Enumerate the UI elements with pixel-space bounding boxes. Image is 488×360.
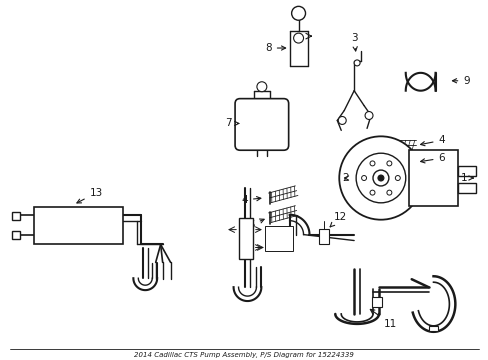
Text: 7: 7 — [225, 118, 238, 129]
Circle shape — [365, 112, 372, 120]
Bar — [239, 218, 252, 260]
Circle shape — [372, 170, 388, 186]
Bar — [264, 226, 292, 251]
Circle shape — [339, 136, 422, 220]
Text: 13: 13 — [77, 188, 102, 203]
Circle shape — [369, 190, 374, 195]
Circle shape — [394, 176, 400, 180]
Text: 11: 11 — [369, 309, 396, 329]
Circle shape — [386, 190, 391, 195]
Circle shape — [369, 161, 374, 166]
Text: 4: 4 — [241, 195, 260, 205]
Circle shape — [386, 161, 391, 166]
Circle shape — [338, 117, 346, 125]
Text: 1: 1 — [459, 173, 472, 183]
Text: 2: 2 — [342, 173, 348, 183]
Circle shape — [293, 33, 303, 43]
FancyBboxPatch shape — [235, 99, 288, 150]
Circle shape — [355, 153, 405, 203]
Circle shape — [353, 60, 359, 66]
Text: 3: 3 — [350, 33, 357, 51]
Text: 2014 Cadillac CTS Pump Assembly, P/S Diagram for 15224339: 2014 Cadillac CTS Pump Assembly, P/S Dia… — [134, 352, 353, 357]
Text: 10: 10 — [266, 234, 279, 244]
Text: 4: 4 — [420, 135, 444, 146]
Circle shape — [291, 6, 305, 20]
Bar — [319, 229, 328, 243]
Bar — [408, 150, 457, 206]
Text: 12: 12 — [329, 212, 346, 227]
Text: 8: 8 — [264, 43, 285, 53]
Bar — [457, 166, 475, 176]
Circle shape — [361, 176, 366, 180]
Circle shape — [256, 82, 266, 92]
Bar — [427, 326, 438, 331]
Bar — [34, 207, 122, 244]
Circle shape — [377, 175, 383, 181]
Bar — [12, 231, 20, 239]
Bar — [12, 212, 20, 220]
Text: 5: 5 — [248, 219, 264, 230]
Bar — [457, 183, 475, 193]
Text: 9: 9 — [451, 76, 469, 86]
Bar — [371, 297, 381, 307]
Text: 6: 6 — [420, 153, 444, 163]
